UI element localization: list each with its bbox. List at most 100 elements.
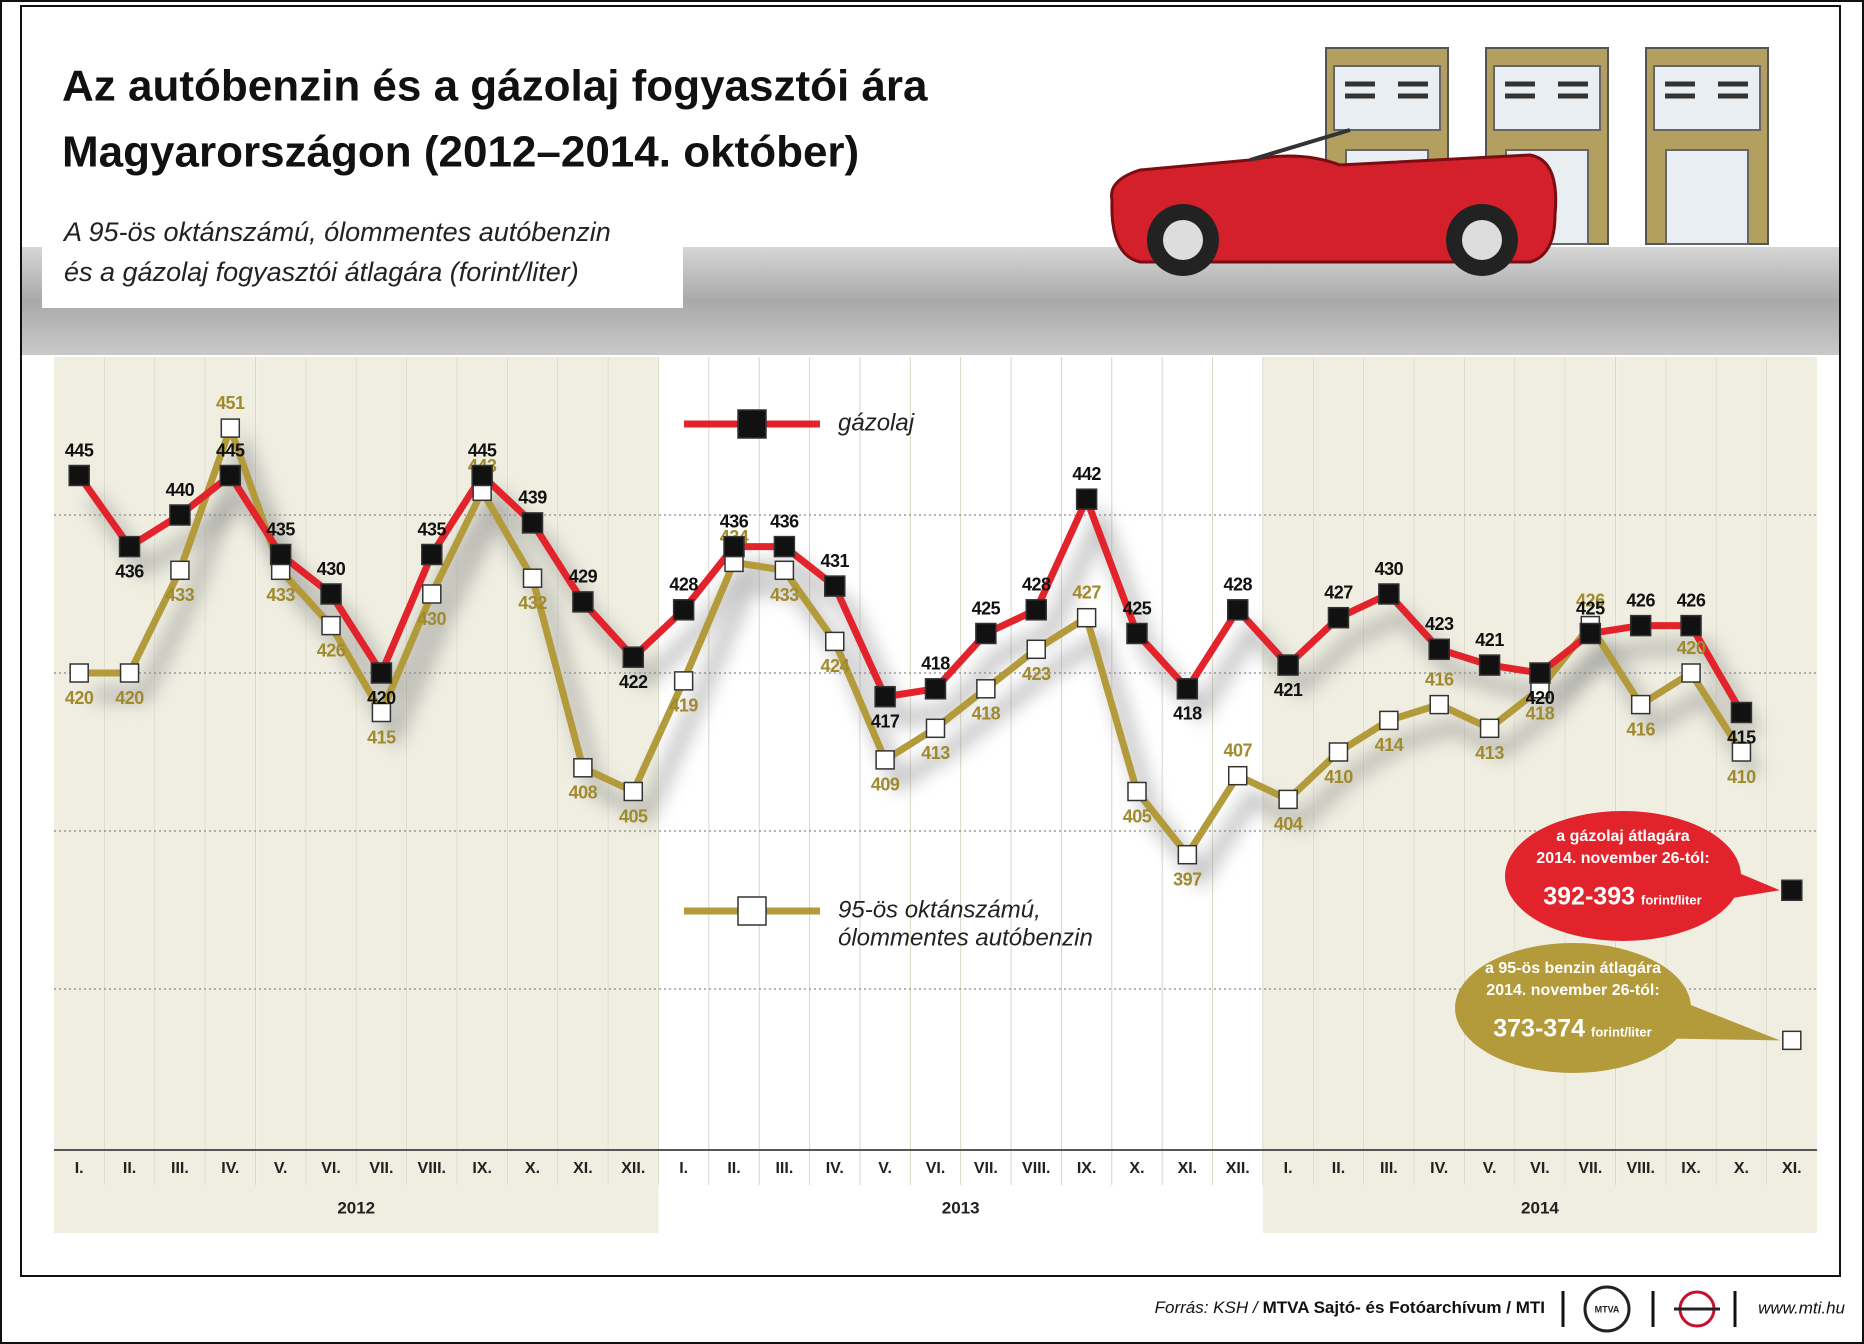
- point-marker: [320, 583, 342, 605]
- data-label: 435: [418, 519, 447, 539]
- data-label: 419: [669, 696, 698, 716]
- data-label: 432: [518, 593, 547, 613]
- point-marker: [672, 599, 695, 621]
- data-label: 409: [871, 775, 900, 795]
- point-marker: [1429, 694, 1449, 715]
- data-label: 420: [1677, 638, 1706, 658]
- point-marker: [169, 504, 191, 526]
- point-marker: [925, 718, 946, 739]
- point-marker: [1025, 599, 1047, 621]
- point-marker: [673, 671, 694, 691]
- chart-title: Magyarországon (2012–2014. október): [62, 128, 859, 177]
- point-marker: [1379, 710, 1399, 731]
- x-tick-label: XII.: [1226, 1160, 1250, 1177]
- data-label: 445: [216, 440, 245, 460]
- x-tick-label: V.: [1483, 1160, 1497, 1177]
- data-label: 427: [1072, 582, 1101, 602]
- point-marker: [1730, 701, 1753, 724]
- data-label: 425: [1123, 598, 1152, 618]
- point-marker: [1378, 583, 1400, 605]
- data-label: 413: [1475, 743, 1504, 763]
- point-marker: [1327, 606, 1350, 629]
- footer-source-text: Forrás: KSH /: [1155, 1298, 1260, 1317]
- callout-value: 392-393: [1543, 883, 1635, 911]
- data-label: 435: [266, 519, 295, 539]
- series-line: [79, 424, 1745, 859]
- data-label: 418: [972, 704, 1001, 724]
- callout-bubble: [1505, 811, 1741, 941]
- chart-title: Az autóbenzin és a gázolaj fogyasztói ár…: [62, 62, 928, 111]
- x-tick-label: IV.: [1430, 1160, 1448, 1177]
- point-marker: [1075, 488, 1098, 510]
- footer-url: www.mti.hu: [1758, 1298, 1845, 1317]
- year-label: 2012: [337, 1198, 375, 1217]
- x-tick-label: VIII.: [1022, 1160, 1050, 1177]
- x-tick-label: VII.: [369, 1160, 393, 1177]
- data-label: 430: [1375, 559, 1404, 579]
- x-tick-label: III.: [171, 1160, 189, 1177]
- x-tick-label: II.: [727, 1160, 740, 1177]
- x-tick-label: IX.: [1077, 1160, 1097, 1177]
- footer-source: Forrás: KSH / MTVA Sajtó- és Fotóarchívum…: [1155, 1298, 1545, 1317]
- data-label: 431: [820, 551, 849, 571]
- point-marker: [1176, 678, 1199, 700]
- data-label: 420: [115, 688, 144, 708]
- x-tick-label: XII.: [621, 1160, 645, 1177]
- data-label: 439: [518, 488, 547, 508]
- point-marker: [1076, 607, 1097, 628]
- point-marker: [1629, 614, 1652, 637]
- data-label: 425: [972, 598, 1001, 618]
- callout-bubble: [1455, 943, 1691, 1073]
- data-label: 424: [820, 656, 849, 676]
- data-label: 428: [669, 575, 698, 595]
- footer-logo-ring: [1583, 1285, 1631, 1333]
- x-tick-label: IX.: [1681, 1160, 1701, 1177]
- data-label: 397: [1173, 869, 1202, 889]
- data-label: 442: [1072, 464, 1101, 484]
- data-label: 451: [216, 393, 245, 413]
- data-label: 436: [720, 511, 749, 531]
- point-marker: [1681, 663, 1701, 683]
- data-label: 421: [1475, 630, 1504, 650]
- data-label: 420: [367, 688, 396, 708]
- data-label: 417: [871, 711, 900, 731]
- point-marker: [773, 535, 796, 558]
- point-marker: [370, 662, 393, 684]
- x-tick-label: VI.: [1530, 1160, 1550, 1177]
- data-label: 429: [569, 567, 598, 587]
- data-label: 440: [166, 480, 195, 500]
- point-marker: [170, 560, 190, 581]
- point-marker: [1529, 662, 1551, 684]
- point-marker: [622, 646, 645, 668]
- data-label: 416: [1626, 719, 1655, 739]
- point-marker: [219, 464, 242, 487]
- legend-marker: [737, 896, 767, 926]
- point-marker: [1277, 654, 1299, 676]
- point-marker: [1579, 622, 1602, 645]
- year-label: 2013: [942, 1198, 980, 1217]
- data-label: 430: [418, 609, 447, 629]
- x-tick-label: XI.: [573, 1160, 593, 1177]
- data-label: 422: [619, 672, 648, 692]
- footer-logo: MTVA: [1595, 1304, 1620, 1314]
- data-label: 420: [1526, 688, 1555, 708]
- point-marker: [522, 568, 543, 588]
- x-tick-label: X.: [525, 1160, 540, 1177]
- chart-subtitle: és a gázolaj fogyasztói átlagára (forint…: [64, 257, 579, 287]
- x-tick-label: IV.: [221, 1160, 239, 1177]
- data-label: 425: [1576, 598, 1605, 618]
- callout-unit: forint/liter: [1641, 892, 1702, 907]
- point-marker: [572, 591, 594, 613]
- data-label: 404: [1274, 814, 1303, 834]
- x-tick-label: IV.: [826, 1160, 844, 1177]
- x-tick-label: I.: [1284, 1160, 1293, 1177]
- callout-text: a 95-ös benzin átlagára: [1485, 960, 1661, 977]
- x-tick-label: I.: [75, 1160, 84, 1177]
- point-marker: [975, 622, 997, 645]
- point-marker: [471, 464, 493, 487]
- point-marker: [924, 678, 947, 700]
- point-marker: [269, 543, 292, 566]
- x-tick-label: XI.: [1178, 1160, 1198, 1177]
- data-label: 418: [921, 654, 950, 674]
